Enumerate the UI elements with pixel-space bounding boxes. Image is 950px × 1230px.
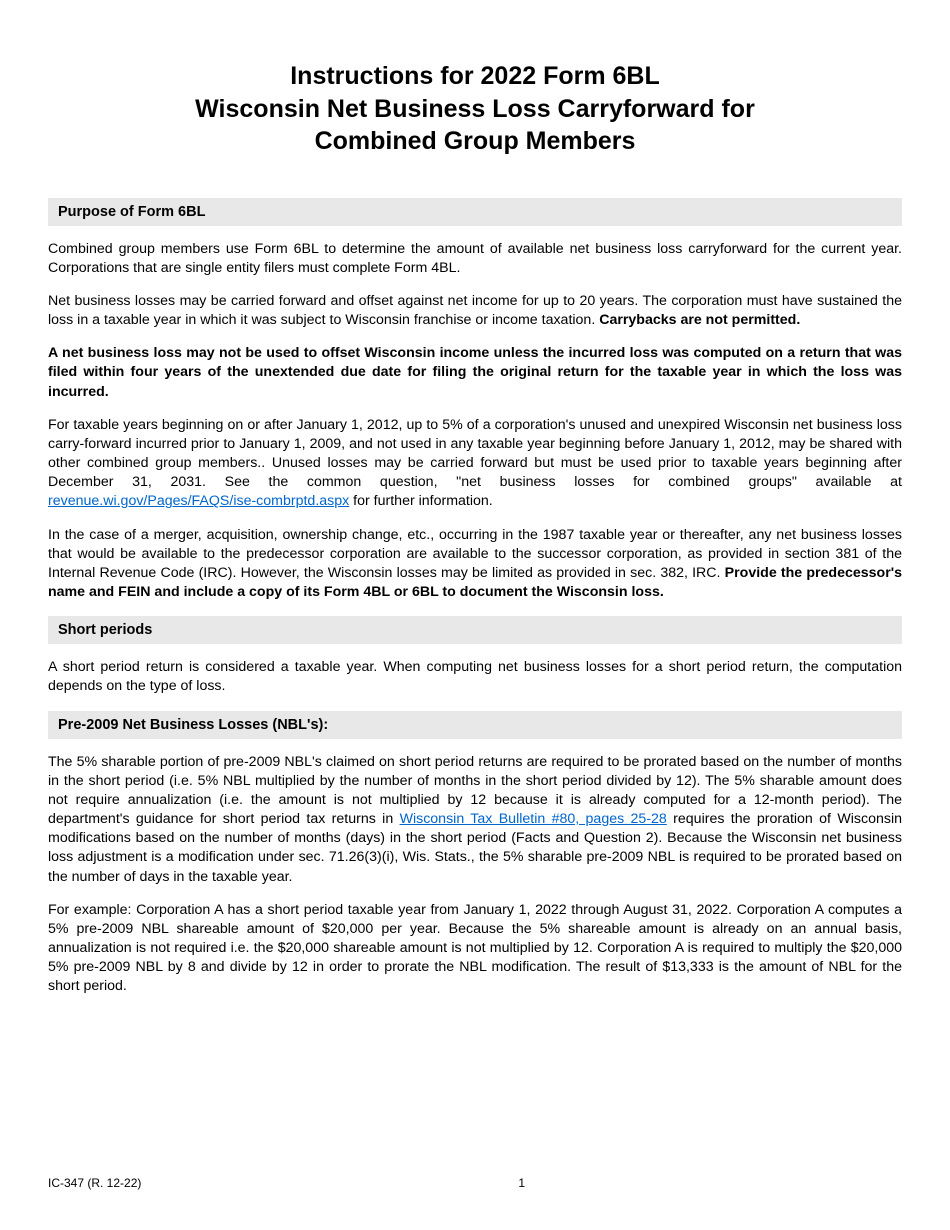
purpose-p4-text-b: for further information. — [349, 493, 493, 509]
document-title: Instructions for 2022 Form 6BL Wisconsin… — [48, 60, 902, 158]
purpose-p4-text-a: For taxable years beginning on or after … — [48, 417, 902, 491]
purpose-p2: Net business losses may be carried forwa… — [48, 292, 902, 330]
section-header-pre2009: Pre-2009 Net Business Losses (NBL's): — [48, 711, 902, 739]
purpose-p1: Combined group members use Form 6BL to d… — [48, 240, 902, 278]
title-line-2: Wisconsin Net Business Loss Carryforward… — [48, 93, 902, 126]
title-line-1: Instructions for 2022 Form 6BL — [48, 60, 902, 93]
purpose-p5: In the case of a merger, acquisition, ow… — [48, 526, 902, 603]
bulletin-link[interactable]: Wisconsin Tax Bulletin #80, pages 25-28 — [400, 811, 667, 827]
page-number: 1 — [48, 1176, 902, 1190]
purpose-p2-bold: Carrybacks are not permitted. — [599, 312, 800, 328]
short-periods-p1: A short period return is considered a ta… — [48, 658, 902, 696]
purpose-p4: For taxable years beginning on or after … — [48, 416, 902, 512]
purpose-p3: A net business loss may not be used to o… — [48, 344, 902, 402]
form-code: IC-347 (R. 12-22) — [48, 1176, 141, 1190]
page-footer: IC-347 (R. 12-22) 1 — [48, 1176, 902, 1190]
title-line-3: Combined Group Members — [48, 125, 902, 158]
section-header-short-periods: Short periods — [48, 616, 902, 644]
section-header-purpose: Purpose of Form 6BL — [48, 198, 902, 226]
pre2009-p1: The 5% sharable portion of pre-2009 NBL'… — [48, 753, 902, 887]
pre2009-p2: For example: Corporation A has a short p… — [48, 901, 902, 997]
faq-link[interactable]: revenue.wi.gov/Pages/FAQS/ise-combrptd.a… — [48, 493, 349, 509]
